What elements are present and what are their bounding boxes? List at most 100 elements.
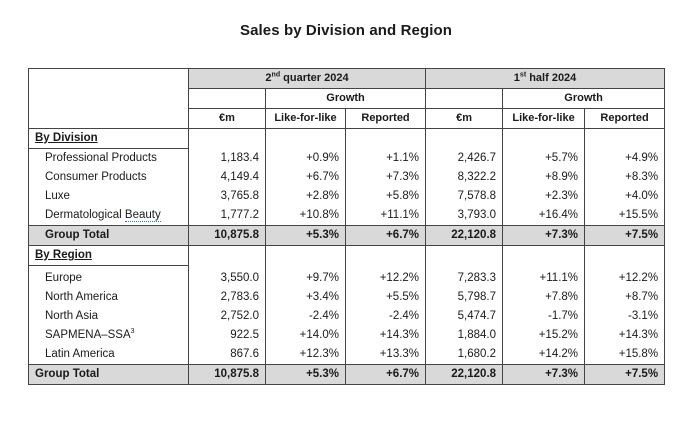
q2-em-header: €m	[188, 108, 266, 129]
section-label-division: By Division	[28, 128, 189, 149]
h1-lfl-header: Like-for-like	[502, 108, 586, 129]
spellcheck-underlined-word: Beauty	[124, 209, 161, 222]
row-label: Group Total	[28, 225, 189, 246]
header-corner	[28, 68, 189, 89]
h1-reported-header: Reported	[584, 108, 665, 129]
h1-em-cell: 5,798.7	[425, 288, 504, 307]
h1-reported-cell: +4.9%	[625, 151, 659, 164]
q2-em-cell: 3,550.0	[188, 269, 266, 288]
q2-reported-cell: +7.3%	[345, 168, 427, 187]
h1-reported-cell: +14.3%	[618, 329, 659, 341]
h1-growth-header: Growth	[502, 88, 665, 109]
row-label: Consumer Products	[28, 168, 189, 187]
q2-em-cell: 867.6	[188, 345, 266, 365]
table-row: Luxe 3,765.8 +2.8% +5.8% 7,578.8 +2.3% +…	[28, 187, 665, 206]
q2-lfl-header: Like-for-like	[265, 108, 346, 129]
header-row-columns: €m Like-for-like Reported €m Like-for-li…	[28, 108, 665, 129]
h1-lfl-cell: +7.3%	[502, 225, 586, 246]
header-row-growth: Growth Growth	[28, 88, 665, 109]
sales-table: 2nd quarter 2024 1st half 2024 Growth Gr…	[28, 68, 666, 385]
q2-lfl-cell: +5.3%	[265, 364, 346, 385]
table-row: Professional Products 1,183.4 +0.9% +1.1…	[28, 148, 665, 168]
page-title: Sales by Division and Region	[239, 22, 453, 39]
h1-reported-cell: -3.1%	[628, 310, 659, 322]
h1-lfl-cell: +7.8%	[502, 288, 586, 307]
q2-reported-cell: -2.4%	[345, 307, 427, 326]
q2-lfl-cell: +10.8%	[265, 206, 346, 226]
h1-em-cell: 7,283.3	[425, 269, 504, 288]
row-label: Dermatological Beauty	[28, 206, 189, 226]
q2-em-cell: 4,149.4	[188, 168, 266, 187]
row-label: Europe	[28, 269, 189, 288]
h1-reported-cell: +4.0%	[625, 190, 659, 202]
h1-reported-cell: +8.7%	[625, 291, 659, 303]
row-label: Group Total	[28, 364, 189, 385]
table-row: North America 2,783.6 +3.4% +5.5% 5,798.…	[28, 288, 665, 307]
h1-em-cell: 1,680.2	[425, 345, 504, 365]
row-label: North America	[28, 288, 189, 307]
q2-lfl-cell: +0.9%	[265, 148, 346, 168]
h1-em-cell: 3,793.0	[425, 206, 504, 226]
q2-em-cell: 2,783.6	[188, 288, 266, 307]
group-total-row-division: Group Total 10,875.8 +5.3% +6.7% 22,120.…	[28, 225, 665, 246]
q2-period-header: 2nd quarter 2024	[188, 68, 427, 89]
h1-reported-cell: +7.5%	[625, 368, 659, 380]
q2-reported-cell: +13.3%	[345, 345, 427, 365]
q2-reported-cell: +5.8%	[345, 187, 427, 206]
q2-em-cell: 10,875.8	[188, 364, 266, 385]
q2-reported-cell: +1.1%	[345, 148, 427, 168]
q2-lfl-cell: +3.4%	[265, 288, 346, 307]
q2-lfl-cell: +9.7%	[265, 269, 346, 288]
q2-reported-cell: +14.3%	[345, 326, 427, 345]
header-row-period: 2nd quarter 2024 1st half 2024	[28, 68, 665, 89]
q2-lfl-cell: +6.7%	[265, 168, 346, 187]
q2-reported-cell: +6.7%	[345, 225, 427, 246]
h1-em-header: €m	[425, 108, 504, 129]
q2-reported-cell: +6.7%	[345, 364, 427, 385]
row-label: Professional Products	[28, 148, 189, 168]
table-row: North Asia 2,752.0 -2.4% -2.4% 5,474.7 -…	[28, 307, 665, 326]
h1-reported-cell: +8.3%	[625, 171, 659, 183]
h1-lfl-cell: +7.3%	[502, 364, 586, 385]
group-total-row-region: Group Total 10,875.8 +5.3% +6.7% 22,120.…	[28, 364, 665, 385]
q2-reported-cell: +12.2%	[345, 269, 427, 288]
h1-reported-cell: +15.5%	[618, 209, 659, 221]
q2-growth-header: Growth	[265, 88, 427, 109]
h1-em-cell: 22,120.8	[425, 364, 504, 385]
q2-reported-cell: +11.1%	[345, 206, 427, 226]
h1-reported-cell: +7.5%	[625, 229, 659, 241]
table-row: Latin America 867.6 +12.3% +13.3% 1,680.…	[28, 345, 665, 365]
row-label: SAPMENA–SSA3	[28, 326, 189, 345]
table-row: Consumer Products 4,149.4 +6.7% +7.3% 8,…	[28, 168, 665, 187]
h1-lfl-cell: -1.7%	[502, 307, 586, 326]
section-label-region: By Region	[28, 245, 189, 266]
h1-reported-cell: +12.2%	[618, 272, 659, 284]
h1-lfl-cell: +14.2%	[502, 345, 586, 365]
h1-em-cell: 22,120.8	[425, 225, 504, 246]
table-row: SAPMENA–SSA3 922.5 +14.0% +14.3% 1,884.0…	[28, 326, 665, 345]
table-row: Dermatological Beauty 1,777.2 +10.8% +11…	[28, 206, 665, 226]
footnote-marker: 3	[130, 328, 135, 336]
row-label: Latin America	[28, 345, 189, 365]
h1-em-cell: 8,322.2	[425, 168, 504, 187]
q2-lfl-cell: +14.0%	[265, 326, 346, 345]
h1-em-cell: 1,884.0	[425, 326, 504, 345]
h1-em-cell: 2,426.7	[425, 148, 504, 168]
q2-em-cell: 3,765.8	[188, 187, 266, 206]
h1-em-cell: 7,578.8	[425, 187, 504, 206]
h1-lfl-cell: +15.2%	[502, 326, 586, 345]
q2-reported-cell: +5.5%	[345, 288, 427, 307]
q2-em-cell: 1,777.2	[188, 206, 266, 226]
section-row-division: By Division	[28, 128, 665, 149]
h1-period-header: 1st half 2024	[425, 68, 665, 89]
q2-lfl-cell: -2.4%	[265, 307, 346, 326]
h1-lfl-cell: +8.9%	[502, 168, 586, 187]
table-row: Europe 3,550.0 +9.7% +12.2% 7,283.3 +11.…	[28, 269, 665, 288]
h1-lfl-cell: +2.3%	[502, 187, 586, 206]
q2-lfl-cell: +2.8%	[265, 187, 346, 206]
q2-reported-header: Reported	[345, 108, 427, 129]
q2-lfl-cell: +5.3%	[265, 225, 346, 246]
q2-em-cell: 2,752.0	[188, 307, 266, 326]
h1-lfl-cell: +5.7%	[502, 148, 586, 168]
h1-reported-cell: +15.8%	[618, 348, 659, 360]
